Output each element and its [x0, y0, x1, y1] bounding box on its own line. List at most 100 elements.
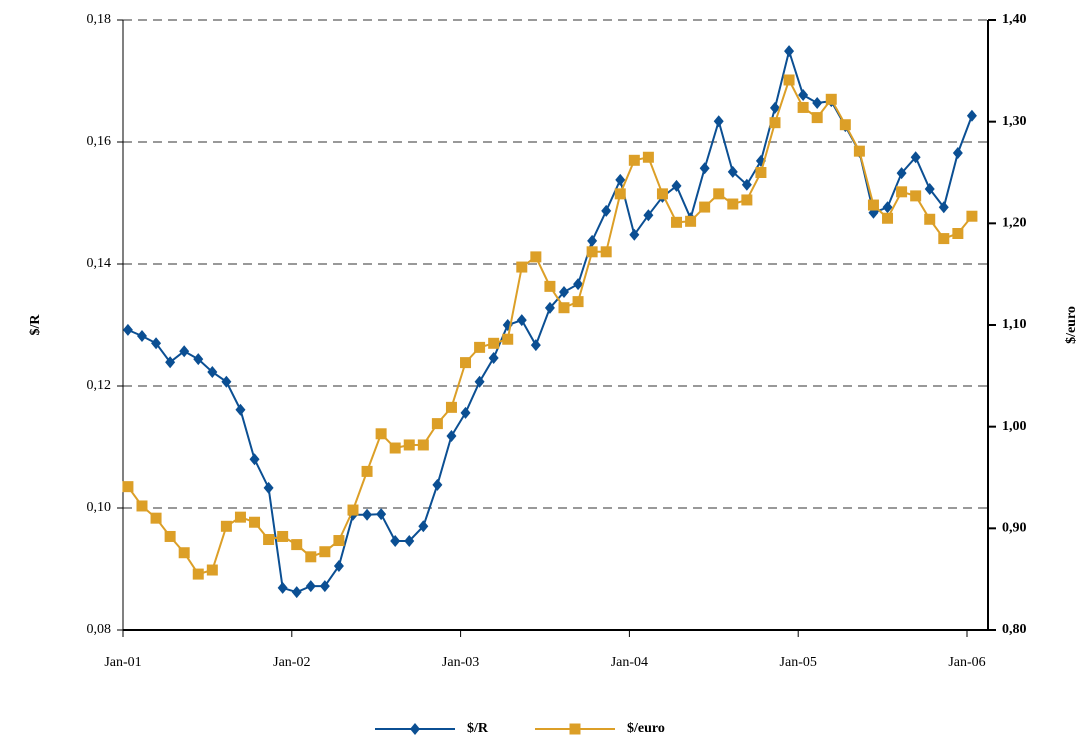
data-point	[249, 516, 261, 528]
data-point	[615, 173, 626, 186]
data-point	[333, 535, 345, 547]
data-point	[263, 481, 274, 494]
data-point	[924, 182, 935, 195]
y-tick-label: 0,18	[87, 12, 112, 27]
data-point	[685, 215, 697, 227]
x-tick-label: Jan-03	[442, 655, 479, 670]
data-point	[769, 117, 781, 129]
data-point	[910, 151, 921, 164]
data-point	[319, 580, 330, 593]
data-point	[389, 442, 401, 454]
data-point	[305, 551, 317, 563]
data-point	[319, 546, 331, 558]
y2-tick-label: 1,00	[1002, 419, 1027, 434]
data-point	[291, 586, 302, 599]
data-point	[628, 154, 640, 166]
data-point	[727, 198, 739, 210]
data-point	[938, 233, 950, 245]
data-point	[769, 101, 780, 114]
data-point	[432, 478, 443, 491]
y2-tick-label: 1,40	[1002, 12, 1027, 27]
data-point	[558, 286, 569, 299]
data-point	[235, 403, 246, 416]
data-point	[136, 329, 147, 342]
data-point	[952, 228, 964, 239]
data-point	[629, 228, 640, 241]
legend-marker	[410, 723, 420, 735]
data-point	[179, 345, 190, 358]
data-point	[221, 375, 232, 388]
data-point	[530, 251, 542, 263]
legend-marker	[569, 723, 581, 735]
data-point	[614, 188, 626, 200]
data-point	[488, 351, 499, 364]
legend-label: $/R	[467, 721, 489, 736]
data-point	[586, 246, 598, 258]
data-point	[249, 453, 260, 466]
data-point	[699, 201, 711, 213]
data-point	[291, 539, 303, 551]
data-point	[305, 580, 316, 593]
data-point	[431, 418, 443, 430]
data-point	[797, 101, 809, 113]
data-point	[488, 337, 500, 349]
data-point	[910, 190, 922, 202]
data-point	[952, 146, 963, 159]
data-point	[784, 45, 795, 58]
data-point	[362, 508, 373, 521]
data-point	[151, 337, 162, 350]
x-tick-label: Jan-02	[273, 655, 310, 670]
data-point	[474, 341, 486, 353]
data-point	[587, 234, 598, 247]
y-tick-label: 0,14	[87, 256, 112, 271]
y2-tick-label: 1,30	[1002, 114, 1027, 129]
data-point	[600, 246, 612, 258]
data-point	[573, 278, 584, 291]
data-point	[699, 162, 710, 175]
y2-tick-label: 0,90	[1002, 521, 1027, 536]
data-point	[966, 109, 977, 122]
data-point	[446, 430, 457, 443]
data-point	[642, 151, 654, 163]
data-point	[417, 439, 429, 451]
data-point	[192, 568, 204, 580]
data-point	[234, 511, 246, 523]
data-point	[376, 508, 387, 521]
data-point	[136, 500, 148, 512]
data-point	[164, 530, 176, 542]
data-point	[755, 167, 767, 178]
data-point	[445, 401, 457, 413]
data-point	[516, 314, 527, 327]
data-point	[150, 512, 162, 524]
data-point	[375, 428, 387, 440]
data-point	[460, 357, 472, 369]
y-axis-label: $/R	[28, 314, 43, 336]
data-point	[783, 74, 795, 86]
data-point	[277, 581, 288, 594]
data-point	[516, 261, 528, 273]
data-point	[896, 167, 907, 180]
data-point	[811, 112, 823, 124]
data-point	[544, 280, 556, 292]
data-point	[867, 199, 879, 211]
data-point	[502, 333, 514, 345]
x-tick-label: Jan-01	[104, 655, 141, 670]
data-point	[178, 547, 190, 559]
data-point	[122, 323, 133, 336]
data-point	[882, 212, 894, 224]
data-point	[853, 145, 865, 157]
series-line	[127, 47, 973, 594]
data-point	[347, 504, 359, 516]
data-point	[333, 559, 344, 572]
data-point	[741, 194, 753, 206]
data-point	[882, 201, 893, 214]
data-point	[165, 356, 176, 369]
data-point	[713, 188, 725, 200]
data-point	[277, 530, 289, 542]
data-point	[812, 96, 823, 109]
data-point	[727, 165, 738, 178]
y-tick-label: 0,08	[87, 622, 112, 637]
data-point	[544, 301, 555, 314]
data-point	[656, 188, 668, 200]
